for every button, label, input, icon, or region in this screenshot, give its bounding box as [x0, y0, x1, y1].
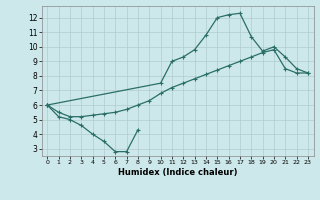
- X-axis label: Humidex (Indice chaleur): Humidex (Indice chaleur): [118, 168, 237, 177]
